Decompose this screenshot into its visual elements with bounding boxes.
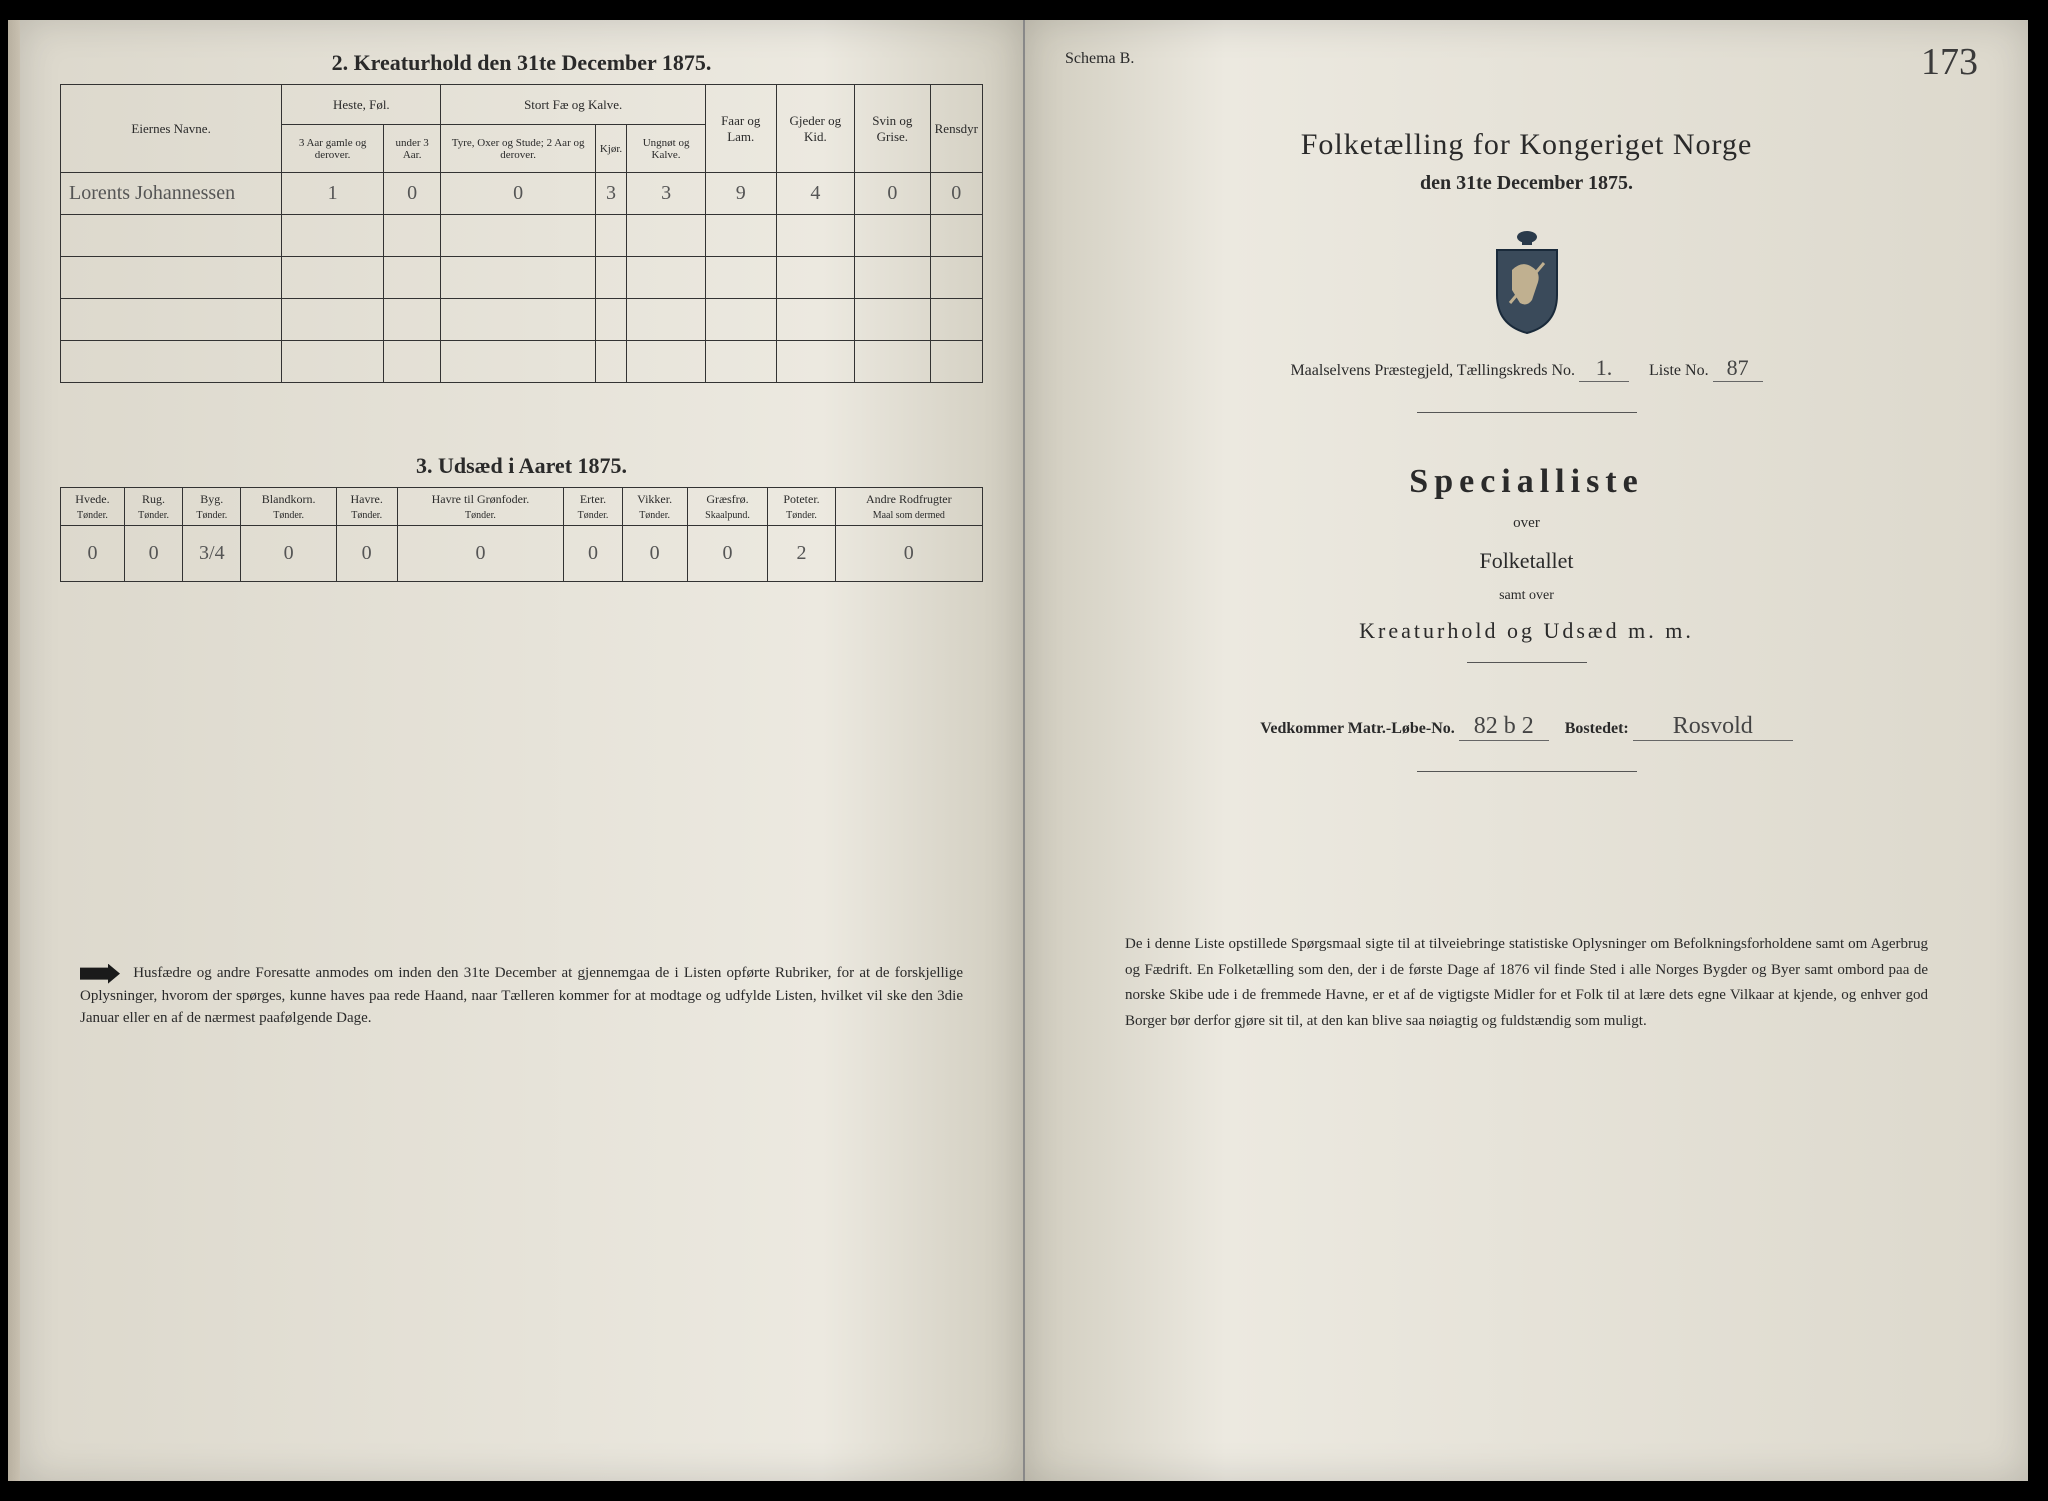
cell: 2 (768, 526, 835, 582)
matr-prefix: Vedkommer Matr.-Løbe-No. (1260, 720, 1455, 737)
udsaed-table: Hvede.Tønder. Rug.Tønder. Byg.Tønder. Bl… (60, 487, 983, 582)
liste-label: Liste No. (1649, 362, 1709, 379)
col: Poteter.Tønder. (768, 488, 835, 526)
col-ren: Rensdyr (930, 85, 982, 173)
cell: 3/4 (183, 526, 241, 582)
folketallet-label: Folketallet (1065, 548, 1988, 574)
bostedet-value: Rosvold (1633, 713, 1793, 741)
section3-title: 3. Udsæd i Aaret 1875. (60, 453, 983, 479)
col-s1: Tyre, Oxer og Stude; 2 Aar og derover. (441, 125, 595, 173)
col: Havre til Grønfoder.Tønder. (397, 488, 564, 526)
col-svin: Svin og Grise. (855, 85, 930, 173)
col: Erter.Tønder. (564, 488, 622, 526)
cell: 0 (564, 526, 622, 582)
table-row (61, 215, 983, 257)
table-row (61, 257, 983, 299)
cell: 3 (627, 173, 706, 215)
divider (1467, 662, 1587, 663)
over-label: over (1065, 515, 1988, 532)
census-date: den 31te December 1875. (1065, 172, 1988, 195)
col-stort: Stort Fæ og Kalve. (441, 85, 706, 125)
divider (1417, 412, 1637, 413)
bostedet-label: Bostedet: (1565, 720, 1629, 737)
col: Byg.Tønder. (183, 488, 241, 526)
cell: 0 (383, 173, 441, 215)
cell: 9 (705, 173, 776, 215)
page-number: 173 (1921, 40, 1978, 84)
census-title: Folketælling for Kongeriget Norge (1065, 128, 1988, 162)
cell: 0 (835, 526, 982, 582)
table-row: 0 0 3/4 0 0 0 0 0 0 2 0 (61, 526, 983, 582)
cell: 0 (397, 526, 564, 582)
col-h2: under 3 Aar. (383, 125, 441, 173)
col: Vikker.Tønder. (622, 488, 687, 526)
table-row (61, 341, 983, 383)
col: Rug.Tønder. (124, 488, 182, 526)
col-s2: Kjør. (595, 125, 626, 173)
parish-prefix: Maalselvens Præstegjeld, Tællingskreds N… (1290, 362, 1575, 379)
samt-label: samt over (1065, 588, 1988, 604)
col-owner: Eiernes Navne. (61, 85, 282, 173)
col: Andre RodfrugterMaal som dermed (835, 488, 982, 526)
right-bottom-text: De i denne Liste opstillede Spørgsmaal s… (1065, 932, 1988, 1034)
cell: 0 (855, 173, 930, 215)
left-footnote: Husfædre og andre Foresatte anmodes om i… (60, 962, 983, 1030)
pointer-icon (80, 964, 120, 984)
kreaturhold-label: Kreaturhold og Udsæd m. m. (1065, 618, 1988, 644)
section2-title: 2. Kreaturhold den 31te December 1875. (60, 50, 983, 76)
col: Hvede.Tønder. (61, 488, 125, 526)
cell: 0 (930, 173, 982, 215)
cell: 0 (622, 526, 687, 582)
book-spread: 2. Kreaturhold den 31te December 1875. E… (20, 20, 2028, 1481)
matr-no: 82 b 2 (1459, 713, 1549, 741)
cell: 0 (441, 173, 595, 215)
table-row (61, 299, 983, 341)
col: Blandkorn.Tønder. (241, 488, 336, 526)
vedkommer-line: Vedkommer Matr.-Løbe-No. 82 b 2 Bostedet… (1065, 713, 1988, 741)
col-gjeder: Gjeder og Kid. (776, 85, 855, 173)
liste-no: 87 (1713, 355, 1763, 382)
col-heste: Heste, Føl. (282, 85, 441, 125)
header-row: Hvede.Tønder. Rug.Tønder. Byg.Tønder. Bl… (61, 488, 983, 526)
cell: 4 (776, 173, 855, 215)
table-row: Lorents Johannessen 1 0 0 3 3 9 4 0 0 (61, 173, 983, 215)
cell: 0 (124, 526, 182, 582)
divider (1417, 771, 1637, 772)
footnote-text: Husfædre og andre Foresatte anmodes om i… (80, 965, 963, 1026)
cell: 0 (241, 526, 336, 582)
col: Havre.Tønder. (336, 488, 397, 526)
right-page: Schema B. 173 Folketælling for Kongerige… (1025, 20, 2028, 1481)
cell: 1 (282, 173, 384, 215)
specialliste-heading: Specialliste (1065, 463, 1988, 501)
cell: 0 (61, 526, 125, 582)
schema-label: Schema B. (1065, 50, 1988, 68)
col-s3: Ungnøt og Kalve. (627, 125, 706, 173)
kreaturhold-table: Eiernes Navne. Heste, Føl. Stort Fæ og K… (60, 84, 983, 383)
spine-edge (8, 20, 20, 1481)
kreds-no: 1. (1579, 355, 1629, 382)
coat-of-arms-icon (1482, 225, 1572, 335)
left-page: 2. Kreaturhold den 31te December 1875. E… (20, 20, 1025, 1481)
col-faar: Faar og Lam. (705, 85, 776, 173)
parish-line: Maalselvens Præstegjeld, Tællingskreds N… (1065, 355, 1988, 382)
cell: 0 (687, 526, 768, 582)
cell: 0 (336, 526, 397, 582)
cell-owner: Lorents Johannessen (61, 173, 282, 215)
cell: 3 (595, 173, 626, 215)
col-h1: 3 Aar gamle og derover. (282, 125, 384, 173)
col: Græsfrø.Skaalpund. (687, 488, 768, 526)
